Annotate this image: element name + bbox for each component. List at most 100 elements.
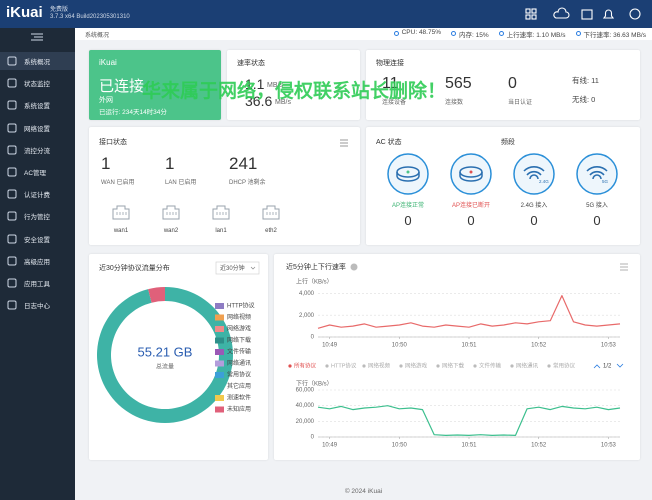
legend-label: 其它应用 xyxy=(227,382,251,390)
legend-label[interactable]: 网络视频 xyxy=(368,361,391,369)
menu-item[interactable]: 系统概况 xyxy=(0,52,75,70)
icon-ring xyxy=(450,153,492,195)
menu-label: 状态监控 xyxy=(24,81,50,89)
x-tick-label: 10:50 xyxy=(392,343,408,349)
legend-label: 网络通讯 xyxy=(227,359,251,367)
stat-value: 1 xyxy=(101,154,111,173)
icon-shape xyxy=(7,167,17,177)
menu-item[interactable]: AC管理 xyxy=(0,163,75,181)
line-series xyxy=(317,405,621,436)
legend-label: 常用协议 xyxy=(227,371,251,379)
menu-label: 安全设置 xyxy=(24,236,50,244)
stat-value: 241 xyxy=(229,154,258,173)
stat: 内存: 15% xyxy=(451,29,489,39)
x-tick-label: 10:49 xyxy=(322,343,338,349)
port-pins xyxy=(216,212,227,215)
help-icon xyxy=(350,263,358,271)
legend-label[interactable]: 文件传输 xyxy=(479,361,502,369)
wan-label: 外网 xyxy=(99,97,113,104)
menu-item[interactable]: 网络设置 xyxy=(0,119,75,137)
ac-value: 0 xyxy=(404,213,412,228)
port-label: lan1 xyxy=(215,228,227,234)
center-value: 55.21 GB xyxy=(138,344,193,359)
legend-marker xyxy=(362,364,366,368)
icon-shape xyxy=(7,189,17,199)
legend-label[interactable]: 所有协议 xyxy=(294,361,317,369)
menu-item[interactable]: 日志中心 xyxy=(0,296,75,314)
menu-item[interactable]: 安全设置 xyxy=(0,230,75,248)
brand: iKuai xyxy=(99,58,117,67)
ac-value: 0 xyxy=(467,213,475,228)
y-tick-label: 60,000 xyxy=(296,388,315,394)
legend-label[interactable]: 常用协议 xyxy=(553,361,576,369)
pager-down xyxy=(616,363,624,368)
watermark: 华来属于网络，侵权联系站长删除！ xyxy=(142,81,447,102)
pie-segment xyxy=(148,287,165,303)
legend-marker xyxy=(473,364,477,368)
legend-label: 文件传输 xyxy=(227,348,251,356)
pie-card: 近30分钟协议流量分布 近30分钟 55.21 GB 总流量 HTTP协议 网络视频 网络游… xyxy=(89,254,268,460)
port-label: wan1 xyxy=(113,228,129,234)
icon-shape xyxy=(7,145,17,155)
stat-label: 当日认证 xyxy=(508,100,533,106)
legend-label[interactable]: 网络游戏 xyxy=(405,361,428,369)
legend-swatch xyxy=(215,383,224,390)
legend-label: 网络下载 xyxy=(227,336,251,344)
icon-cloud[interactable] xyxy=(553,7,570,19)
up-unit: MB/s xyxy=(267,82,283,89)
wired: 有线: 11 xyxy=(572,76,599,85)
dropdown[interactable] xyxy=(215,261,260,275)
menu-label: 认证计费 xyxy=(24,192,50,200)
port-icon[interactable] xyxy=(161,203,181,221)
icon-box[interactable] xyxy=(581,9,593,20)
icon-power[interactable] xyxy=(629,8,641,20)
port-icon[interactable] xyxy=(211,203,231,221)
ac-icon: 5G xyxy=(576,153,618,195)
menu-item[interactable]: 状态监控 xyxy=(0,74,75,92)
x-tick-label: 10:53 xyxy=(601,343,617,349)
legend-swatch xyxy=(215,314,224,321)
legend-label[interactable]: HTTP协议 xyxy=(331,361,357,369)
legend-marker xyxy=(399,364,403,368)
menu-item[interactable]: 应用工具 xyxy=(0,274,75,292)
icon-ring xyxy=(576,153,618,195)
interfaces-card: 接口状态 1 WAN 已启用 1 LAN 已启用 241 DHCP 池剩余 wan1 wan2… xyxy=(89,127,360,245)
icon-apps[interactable] xyxy=(525,8,531,14)
menu-item[interactable]: 行为管控 xyxy=(0,207,75,225)
band-title: 频段 xyxy=(501,139,515,146)
legend-label: 网络视频 xyxy=(227,313,251,321)
port-pins xyxy=(116,212,127,215)
line-series xyxy=(317,295,621,329)
menu-icon[interactable] xyxy=(339,139,349,147)
header: iKuai 免费版 3.7.3 x64 Build202305301310 xyxy=(0,0,652,28)
menu-item[interactable]: 流控分流 xyxy=(0,141,75,159)
stat-label: WAN 已启用 xyxy=(101,180,135,186)
y-tick-label: 20,000 xyxy=(296,419,315,425)
menu-icon[interactable] xyxy=(620,263,628,271)
card-title: 速率状态 xyxy=(237,60,265,67)
legend-label[interactable]: 网络下载 xyxy=(442,361,465,369)
collapse-icon[interactable] xyxy=(30,32,44,42)
legend-marker xyxy=(436,364,440,368)
icon-bell[interactable] xyxy=(602,9,615,19)
menu-item[interactable]: 系统设置 xyxy=(0,96,75,114)
y-tick-label: 0 xyxy=(311,435,315,441)
port-icon[interactable] xyxy=(261,203,281,221)
legend-label[interactable]: 网络通讯 xyxy=(516,361,539,369)
ap-dot xyxy=(469,170,473,174)
chart-title: 近5分钟上下行速率 xyxy=(286,262,346,271)
stat: CPU: 48.75% xyxy=(393,29,441,39)
menu-label: 系统设置 xyxy=(24,103,50,111)
menu-item[interactable]: 认证计费 xyxy=(0,185,75,203)
menu-label: 行为管控 xyxy=(24,214,50,222)
ap-base xyxy=(459,172,483,182)
rate-card: 速率状态 1.1 MB/s 36.6 MB/s xyxy=(227,50,360,120)
up-rate: 1.1 xyxy=(245,76,265,92)
menu-icon xyxy=(7,211,17,221)
icon-shape xyxy=(7,100,17,110)
menu-item[interactable]: 高级应用 xyxy=(0,252,75,270)
port-icon[interactable] xyxy=(111,203,131,221)
legend-swatch xyxy=(215,326,224,332)
